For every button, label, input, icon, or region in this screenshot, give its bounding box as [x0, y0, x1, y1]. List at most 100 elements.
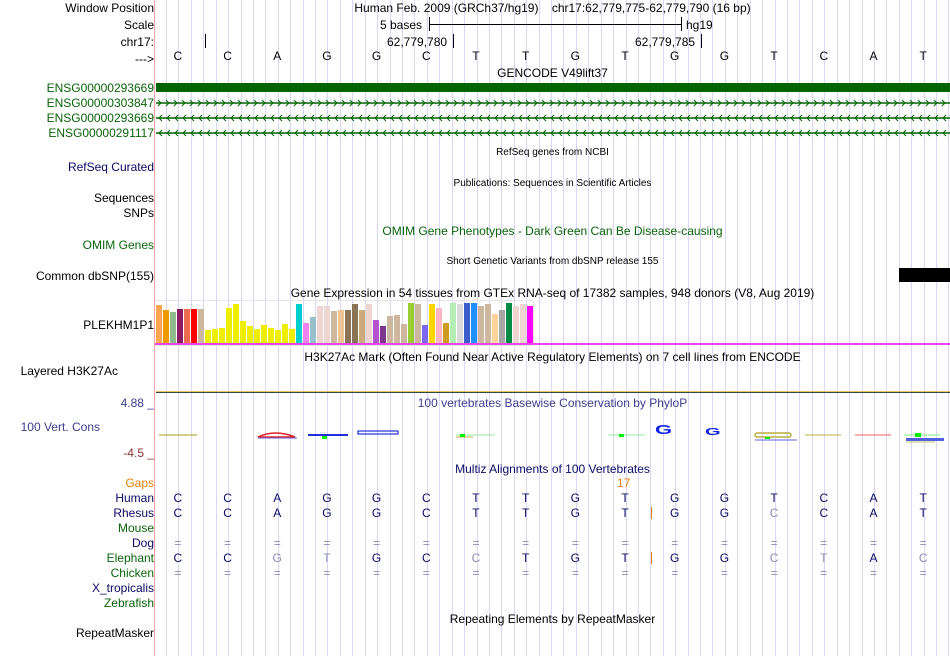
- species-label[interactable]: Mouse: [117, 521, 154, 535]
- gtex-tissue-bar[interactable]: [268, 328, 274, 343]
- gtex-tissue-bar[interactable]: [184, 309, 190, 343]
- omim-track-label[interactable]: OMIM Genes: [82, 238, 154, 252]
- gtex-tissue-bar[interactable]: [352, 304, 358, 343]
- dbsnp-track-label[interactable]: Common dbSNP(155): [35, 269, 154, 283]
- species-label[interactable]: Human: [115, 491, 154, 505]
- gtex-tissue-bar[interactable]: [310, 317, 316, 343]
- gtex-tissue-bar[interactable]: [233, 304, 239, 343]
- gtex-tissue-bar[interactable]: [457, 304, 463, 343]
- gtex-tissue-bar[interactable]: [324, 306, 330, 343]
- gencode-forward-intron[interactable]: [156, 97, 950, 109]
- repeatmasker-track-label[interactable]: RepeatMasker: [75, 626, 154, 640]
- gtex-tissue-bar[interactable]: [513, 306, 519, 343]
- gtex-tissue-bar[interactable]: [394, 315, 400, 343]
- gtex-tissue-bar[interactable]: [373, 320, 379, 343]
- gtex-tissue-bar[interactable]: [296, 304, 302, 343]
- gtex-tissue-bar[interactable]: [492, 314, 498, 343]
- gtex-tissue-bar[interactable]: [478, 306, 484, 343]
- gtex-tissue-bar[interactable]: [401, 324, 407, 343]
- gtex-tissue-bar[interactable]: [282, 324, 288, 343]
- strand-arrow-left-icon: [398, 129, 403, 137]
- gtex-tissue-bar[interactable]: [163, 310, 169, 343]
- h3k27ac-track-label[interactable]: Layered H3K27Ac: [20, 364, 118, 378]
- gtex-tissue-bar[interactable]: [191, 309, 197, 343]
- gtex-tissue-bar[interactable]: [464, 303, 470, 343]
- species-label[interactable]: X_tropicalis: [91, 581, 154, 595]
- cons-mark: [460, 434, 465, 437]
- gencode-reverse-intron[interactable]: [156, 127, 950, 139]
- gtex-tissue-bar[interactable]: [471, 303, 477, 343]
- strand-arrow-left-icon: [622, 129, 627, 137]
- gtex-tissue-bar[interactable]: [170, 312, 176, 343]
- gtex-tissue-bar[interactable]: [506, 303, 512, 343]
- cons-track-label[interactable]: 100 Vert. Cons: [20, 420, 100, 434]
- gtex-tissue-bar[interactable]: [485, 304, 491, 343]
- gtex-tissue-bar[interactable]: [331, 311, 337, 343]
- gtex-tissue-bar[interactable]: [422, 325, 428, 343]
- gencode-item-label[interactable]: ENSG00000303847: [46, 96, 154, 110]
- strand-arrow-left-icon: [198, 129, 203, 137]
- gtex-tissue-bar[interactable]: [387, 316, 393, 343]
- gtex-tissue-bar[interactable]: [450, 303, 456, 343]
- gtex-chart-frame: [155, 300, 534, 346]
- gtex-tissue-bar[interactable]: [226, 308, 232, 343]
- gencode-item-label[interactable]: ENSG00000293669: [46, 81, 154, 95]
- gtex-tissue-bar[interactable]: [345, 310, 351, 343]
- gtex-tissue-bar[interactable]: [177, 309, 183, 343]
- gtex-tissue-bar[interactable]: [212, 329, 218, 343]
- gtex-tissue-bar[interactable]: [289, 329, 295, 343]
- refseq-track-label[interactable]: RefSeq Curated: [67, 160, 154, 174]
- gtex-tissue-bar[interactable]: [254, 329, 260, 343]
- gtex-tissue-bar[interactable]: [261, 325, 267, 343]
- species-label[interactable]: Elephant: [106, 551, 154, 565]
- strand-arrow-left-icon: [918, 129, 923, 137]
- gencode-reverse-intron[interactable]: [156, 112, 950, 124]
- species-label[interactable]: Chicken: [110, 566, 154, 580]
- gtex-tissue-bar[interactable]: [205, 330, 211, 343]
- gtex-tissue-bar[interactable]: [275, 330, 281, 343]
- cons-mark: [619, 434, 624, 437]
- species-label[interactable]: Zebrafish: [103, 596, 154, 610]
- gtex-tissue-bar[interactable]: [499, 310, 505, 343]
- gtex-tissue-bar[interactable]: [359, 310, 365, 343]
- track-area[interactable]: Human Feb. 2009 (GRCh37/hg19) chr17:62,7…: [155, 0, 950, 656]
- gtex-tissue-bar[interactable]: [429, 304, 435, 343]
- gtex-tissue-bar[interactable]: [219, 328, 225, 343]
- publications-track-label[interactable]: Sequences: [93, 191, 154, 205]
- gencode-item-label[interactable]: ENSG00000293669: [46, 111, 154, 125]
- gtex-tissue-bar[interactable]: [415, 304, 421, 343]
- gtex-tissue-bar[interactable]: [443, 323, 449, 343]
- dbsnp-variant[interactable]: [899, 268, 950, 282]
- gtex-tissue-bar[interactable]: [520, 304, 526, 343]
- gtex-tissue-bar[interactable]: [303, 323, 309, 343]
- species-label[interactable]: Rhesus: [113, 506, 154, 520]
- gtex-tissue-bar[interactable]: [240, 321, 246, 343]
- gencode-item-label[interactable]: ENSG00000291117: [48, 126, 154, 140]
- h3k27ac-signal[interactable]: [156, 392, 950, 393]
- gtex-tissue-bar[interactable]: [380, 326, 386, 343]
- strand-arrow-right-icon: [437, 99, 442, 107]
- cons-logo[interactable]: G G: [155, 415, 950, 450]
- strand-arrow-left-icon: [190, 129, 195, 137]
- gtex-gene-label[interactable]: PLEKHM1P1: [83, 318, 154, 332]
- gtex-bar-chart[interactable]: [156, 300, 536, 344]
- gtex-tissue-bar[interactable]: [366, 304, 372, 343]
- gtex-tissue-bar[interactable]: [156, 305, 162, 343]
- gtex-tissue-bar[interactable]: [527, 306, 533, 343]
- gtex-tissue-bar[interactable]: [198, 309, 204, 343]
- species-label[interactable]: Dog: [131, 536, 154, 550]
- alignment-base: G: [719, 491, 730, 505]
- snps-track-label[interactable]: SNPs: [123, 206, 154, 220]
- strand-arrow-left-icon: [702, 114, 707, 122]
- gtex-tissue-bar[interactable]: [436, 308, 442, 343]
- gtex-tissue-bar[interactable]: [247, 326, 253, 343]
- alignment-base: A: [869, 491, 878, 505]
- strand-arrow-left-icon: [358, 114, 363, 122]
- gtex-tissue-bar[interactable]: [338, 310, 344, 343]
- gtex-tissue-bar[interactable]: [317, 306, 323, 343]
- strand-arrow-right-icon: [533, 99, 538, 107]
- strand-arrow-left-icon: [182, 129, 187, 137]
- gtex-tissue-bar[interactable]: [408, 303, 414, 343]
- gencode-thick-exon[interactable]: [156, 83, 950, 92]
- gridline: [414, 0, 415, 656]
